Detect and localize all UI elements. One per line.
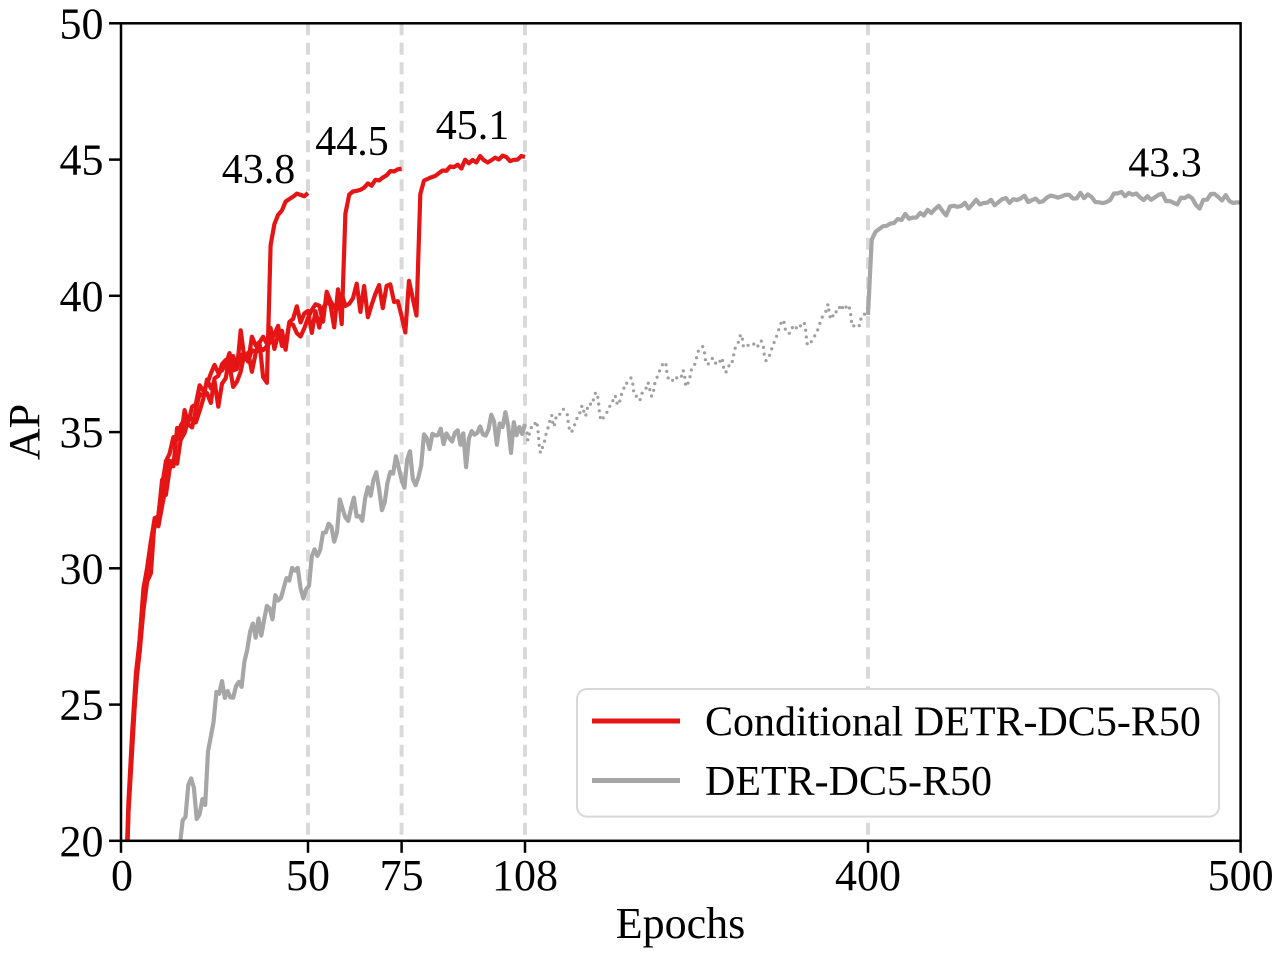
svg-text:400: 400 bbox=[835, 851, 901, 900]
svg-text:25: 25 bbox=[60, 681, 104, 730]
svg-text:DETR-DC5-R50: DETR-DC5-R50 bbox=[705, 759, 992, 805]
svg-text:108: 108 bbox=[492, 851, 558, 900]
svg-text:50: 50 bbox=[60, 0, 104, 48]
svg-text:500: 500 bbox=[1208, 851, 1274, 900]
svg-text:45: 45 bbox=[60, 136, 104, 185]
svg-text:40: 40 bbox=[60, 272, 104, 321]
svg-text:30: 30 bbox=[60, 544, 104, 593]
svg-text:50: 50 bbox=[286, 851, 330, 900]
svg-text:Conditional DETR-DC5-R50: Conditional DETR-DC5-R50 bbox=[705, 700, 1201, 746]
svg-text:35: 35 bbox=[60, 408, 104, 457]
svg-text:20: 20 bbox=[60, 817, 104, 866]
svg-text:44.5: 44.5 bbox=[315, 119, 389, 165]
svg-text:43.3: 43.3 bbox=[1128, 141, 1202, 187]
svg-text:AP: AP bbox=[0, 404, 49, 460]
svg-text:75: 75 bbox=[380, 851, 424, 900]
svg-text:43.8: 43.8 bbox=[222, 147, 296, 193]
svg-text:45.1: 45.1 bbox=[436, 103, 510, 149]
svg-text:0: 0 bbox=[111, 851, 133, 900]
svg-text:Epochs: Epochs bbox=[616, 899, 746, 948]
